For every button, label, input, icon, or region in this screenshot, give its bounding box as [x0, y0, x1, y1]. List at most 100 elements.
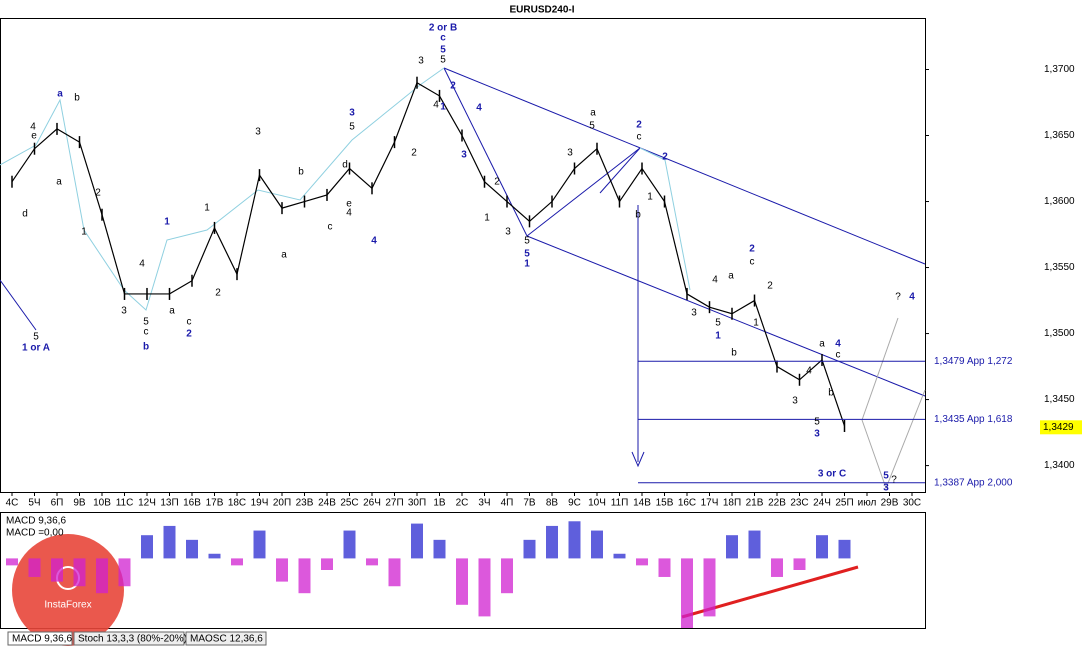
wave-label: 2 [767, 281, 773, 292]
wave-label: 4 [806, 366, 812, 377]
x-tick-label: 16В [183, 498, 201, 509]
x-tick-label: 29В [881, 498, 899, 509]
x-tick-label: 11П [611, 498, 629, 509]
macd-bar [253, 530, 266, 559]
wave-line [443, 67, 528, 237]
wave-label: 5 [814, 417, 820, 428]
wave-label: 5 [440, 45, 446, 56]
macd-bar [343, 530, 356, 559]
macd-label: MACD 9,36,6 [6, 516, 66, 527]
wave-label: a [819, 339, 825, 350]
wave-label: 3 [691, 308, 697, 319]
wave-label: 2 [450, 81, 456, 92]
macd-bar [141, 535, 153, 559]
wave-label: b [74, 93, 80, 104]
macd-bar [613, 553, 626, 559]
tab[interactable] [73, 631, 185, 646]
wave-label: 1 [715, 331, 721, 342]
wave-label: 4 [835, 339, 841, 350]
y-tick-label: 1,3600 [1044, 196, 1075, 207]
wave-label: a [57, 89, 63, 100]
tab[interactable] [7, 631, 73, 646]
wave-label: b [298, 167, 304, 178]
wave-label: 1 [647, 192, 653, 203]
macd-bar [501, 558, 513, 594]
x-tick-label: 18П [723, 498, 741, 509]
macd-bar [478, 558, 491, 617]
y-tick-label: 1,3400 [1044, 460, 1075, 471]
macd-bar [636, 558, 648, 566]
wave-label: b [828, 388, 834, 399]
wave-label: c [187, 317, 192, 328]
wave-label: c [144, 327, 149, 338]
tab-label: MACD 9,36,6 [12, 634, 72, 645]
wave-label: 5 [524, 236, 530, 247]
wave-label: a [56, 177, 62, 188]
macd-bar [321, 558, 333, 570]
x-tick-label: 14В [633, 498, 651, 509]
level-label: 1,3479 App 1,272 [934, 356, 1013, 367]
wave-line [0, 67, 445, 311]
wave-label: ? [895, 292, 901, 303]
x-tick-label: 23В [296, 498, 314, 509]
macd-bar [681, 558, 693, 628]
wave-label: 1 [164, 217, 170, 228]
x-tick-label: 20П [273, 498, 291, 509]
wave-label: 2 [494, 177, 500, 188]
wave-label: a [169, 306, 175, 317]
macd-bar [793, 558, 806, 570]
wave-label: a [728, 271, 734, 282]
x-tick-label: 17В [206, 498, 224, 509]
macd-bar [231, 558, 243, 566]
x-tick-label: 22В [768, 498, 786, 509]
wave-label: 4 [30, 122, 36, 133]
wave-label: 2 [95, 188, 101, 199]
macd-bar [726, 535, 738, 559]
macd-bar [118, 558, 131, 587]
macd-bar [96, 558, 108, 594]
wave-label: ? [891, 475, 897, 486]
projection-line [861, 317, 899, 421]
tab[interactable] [185, 631, 267, 646]
level-label: 1,3387 App 2,000 [934, 477, 1013, 488]
channel-line [526, 235, 926, 397]
x-tick-label: 8В [546, 498, 559, 509]
wave-label: c [750, 257, 755, 268]
x-tick-label: 12Ч [138, 498, 156, 509]
x-tick-label: 30С [903, 498, 921, 509]
x-tick-label: 23С [790, 498, 808, 509]
wave-label: 3 or C [818, 469, 846, 480]
logo-text: InstaForex [44, 600, 91, 611]
x-tick-label: 24Ч [813, 498, 831, 509]
macd-bar [186, 539, 198, 559]
wave-label: 4 [139, 259, 145, 270]
x-tick-label: 24В [318, 498, 336, 509]
x-tick-label: 15В [656, 498, 674, 509]
wave-label: 4 [346, 208, 352, 219]
tab-label: Stoch 13,3,3 (80%-20%) [78, 634, 187, 645]
macd-bar [568, 521, 581, 559]
wave-label: 3 [461, 150, 467, 161]
macd-bar [298, 558, 311, 594]
y-tick-label: 1,3450 [1044, 394, 1075, 405]
x-tick-label: июл [858, 498, 877, 509]
x-tick-label: 17Ч [701, 498, 719, 509]
macd-bar [51, 558, 63, 582]
wave-label: a [590, 108, 596, 119]
macd-bar [28, 558, 41, 577]
wave-label: 1 [81, 227, 87, 238]
x-tick-label: 4С [6, 498, 19, 509]
macd-bar [73, 558, 86, 587]
x-tick-label: 27П [385, 498, 403, 509]
wave-label: 3 [349, 108, 355, 119]
wave-label: c [328, 222, 333, 233]
x-tick-label: 13П [160, 498, 178, 509]
macd-bar [703, 558, 716, 617]
x-tick-label: 11С [116, 498, 134, 509]
macd-value: MACD =0,00 [6, 528, 64, 539]
macd-bar [816, 535, 828, 559]
wave-label: 4 [371, 236, 377, 247]
wave-line [0, 279, 37, 331]
wave-label: b [143, 342, 149, 353]
level-label: 1,3435 App 1,618 [934, 414, 1013, 425]
